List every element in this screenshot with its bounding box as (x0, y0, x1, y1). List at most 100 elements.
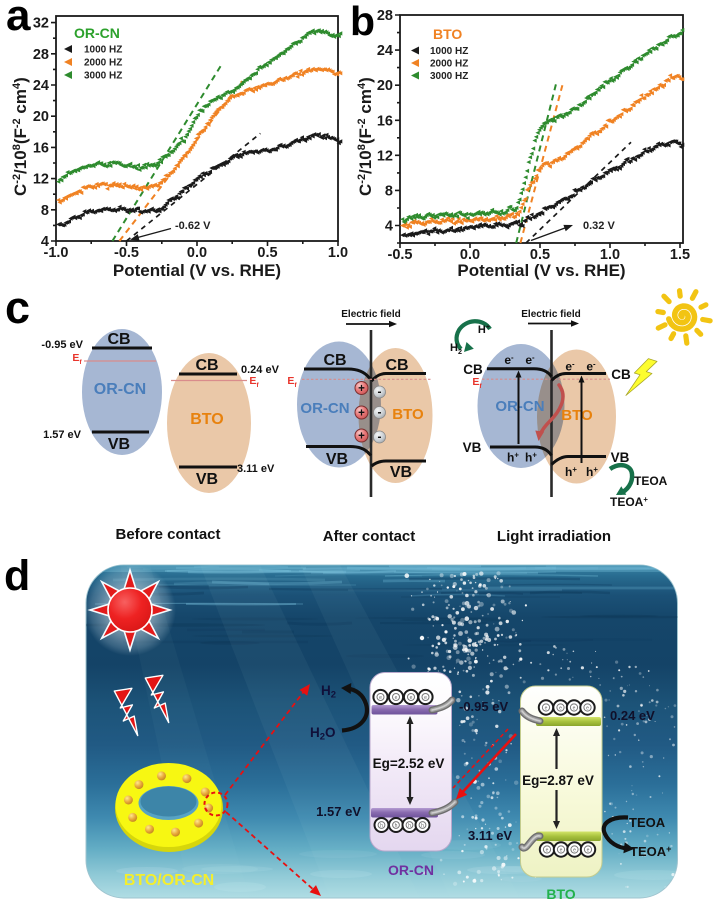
svg-text:Ef: Ef (472, 376, 482, 390)
svg-text:OR-CN: OR-CN (495, 398, 544, 415)
svg-text:h: h (421, 823, 424, 829)
svg-text:1000 HZ: 1000 HZ (430, 46, 468, 57)
svg-text:e-: e- (504, 353, 514, 367)
svg-text:1.0: 1.0 (600, 247, 620, 263)
svg-text:CB: CB (385, 357, 408, 374)
svg-text:H+: H+ (478, 322, 490, 336)
svg-text:12: 12 (33, 172, 49, 188)
svg-text:3000 HZ: 3000 HZ (84, 71, 122, 82)
svg-text:Eg=2.87 eV: Eg=2.87 eV (522, 773, 594, 788)
svg-text:TEOA: TEOA (634, 474, 668, 488)
svg-text:0.0: 0.0 (460, 247, 480, 263)
svg-text:b: b (350, 0, 375, 44)
svg-text:e: e (410, 695, 413, 701)
svg-text:-0.5: -0.5 (114, 245, 139, 261)
svg-text:OR-CN: OR-CN (300, 400, 349, 417)
svg-text:1.57 eV: 1.57 eV (43, 429, 82, 441)
svg-text:CB: CB (463, 362, 483, 377)
svg-text:12: 12 (377, 148, 393, 164)
svg-text:24: 24 (377, 43, 393, 59)
svg-text:h: h (380, 823, 383, 829)
svg-text:Before contact: Before contact (115, 526, 220, 543)
svg-text:OR-CN: OR-CN (74, 25, 120, 41)
svg-text:BTO/OR-CN: BTO/OR-CN (124, 872, 214, 889)
svg-text:h: h (395, 823, 398, 829)
svg-text:CB: CB (107, 331, 130, 348)
svg-text:e: e (545, 706, 548, 712)
svg-text:1.0: 1.0 (328, 245, 348, 261)
svg-text:Eg=2.52 eV: Eg=2.52 eV (373, 756, 445, 771)
svg-text:0.5: 0.5 (257, 245, 277, 261)
svg-text:e: e (395, 695, 398, 701)
svg-text:1.5: 1.5 (670, 247, 690, 263)
svg-text:20: 20 (33, 109, 49, 125)
svg-text:TEOA: TEOA (629, 815, 666, 830)
svg-text:BTO: BTO (561, 407, 593, 424)
svg-text:28: 28 (33, 47, 49, 63)
svg-text:h+: h+ (586, 465, 598, 479)
svg-text:a: a (6, 0, 31, 40)
svg-text:TEOA+: TEOA+ (630, 844, 671, 859)
svg-text:Ef: Ef (72, 352, 82, 366)
svg-text:-1.0: -1.0 (44, 245, 69, 261)
svg-text:-0.95 eV: -0.95 eV (41, 339, 83, 351)
svg-text:VB: VB (196, 471, 218, 488)
svg-text:BTO: BTO (190, 411, 223, 428)
svg-text:3.11 eV: 3.11 eV (237, 463, 275, 475)
svg-text:e: e (546, 848, 549, 854)
svg-text:OR-CN: OR-CN (94, 381, 146, 398)
svg-text:1.57 eV: 1.57 eV (316, 804, 361, 819)
svg-text:VB: VB (390, 464, 412, 481)
svg-text:0.24 eV: 0.24 eV (610, 708, 655, 723)
svg-text:CB: CB (323, 352, 346, 369)
svg-text:Electric field: Electric field (521, 309, 580, 320)
svg-text:H2: H2 (450, 342, 462, 356)
svg-text:0.24 eV: 0.24 eV (241, 364, 280, 376)
svg-text:C-2/108(F-2 cm4): C-2/108(F-2 cm4) (356, 77, 375, 196)
svg-text:OR-CN: OR-CN (388, 862, 434, 878)
svg-text:-: - (378, 385, 382, 399)
svg-text:Ef: Ef (287, 375, 297, 389)
svg-text:e-: e- (525, 353, 535, 367)
svg-text:e: e (586, 706, 589, 712)
svg-text:Light irradiation: Light irradiation (497, 528, 611, 545)
svg-text:3.11 eV: 3.11 eV (468, 828, 512, 843)
svg-text:4: 4 (385, 219, 393, 235)
svg-text:Potential (V vs. RHE): Potential (V vs. RHE) (457, 261, 625, 280)
svg-text:0.5: 0.5 (530, 247, 550, 263)
svg-text:-: - (378, 405, 382, 419)
svg-text:c: c (5, 282, 30, 333)
svg-text:28: 28 (377, 8, 393, 24)
svg-text:VB: VB (108, 436, 130, 453)
svg-text:BTO: BTO (433, 26, 462, 42)
svg-text:8: 8 (41, 203, 49, 219)
svg-text:24: 24 (33, 78, 49, 94)
svg-text:e-: e- (565, 359, 575, 373)
svg-text:-0.95 eV: -0.95 eV (459, 699, 508, 714)
svg-text:BTO: BTO (546, 886, 575, 902)
svg-text:BTO: BTO (392, 406, 424, 423)
svg-text:3000 HZ: 3000 HZ (430, 71, 468, 82)
svg-text:32: 32 (33, 16, 49, 32)
svg-text:8: 8 (385, 183, 393, 199)
svg-text:e-: e- (586, 359, 596, 373)
svg-text:0.0: 0.0 (187, 245, 207, 261)
svg-text:e: e (573, 706, 576, 712)
svg-text:e: e (573, 848, 576, 854)
svg-text:TEOA+: TEOA+ (610, 495, 648, 509)
svg-text:+: + (358, 431, 365, 443)
svg-text:20: 20 (377, 78, 393, 94)
svg-text:Potential (V vs. RHE): Potential (V vs. RHE) (113, 261, 281, 280)
svg-text:Ef: Ef (249, 375, 259, 389)
svg-text:After contact: After contact (323, 528, 416, 545)
svg-text:Electric field: Electric field (341, 309, 400, 320)
svg-text:0.32 V: 0.32 V (583, 220, 615, 232)
svg-text:e: e (587, 848, 590, 854)
svg-text:+: + (358, 383, 365, 395)
svg-text:e: e (424, 695, 427, 701)
svg-text:e: e (560, 848, 563, 854)
svg-text:VB: VB (611, 450, 630, 465)
svg-text:-0.62 V: -0.62 V (175, 220, 211, 232)
svg-text:-: - (378, 430, 382, 444)
svg-text:1000 HZ: 1000 HZ (84, 45, 122, 56)
